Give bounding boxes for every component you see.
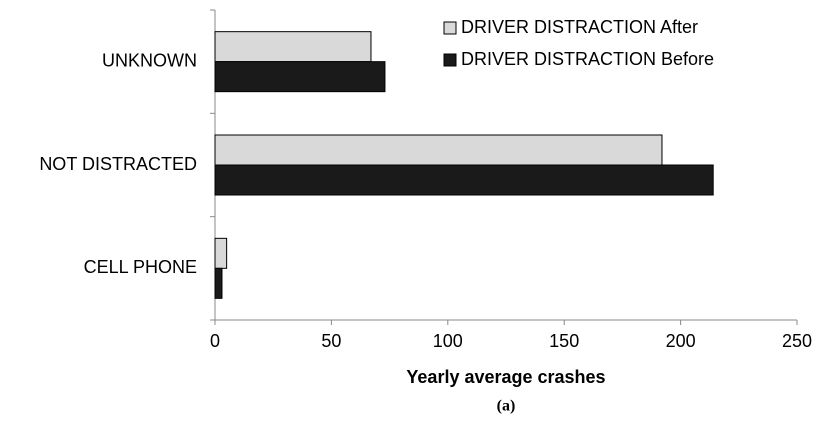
bar: [214, 237, 228, 269]
x-tick-label: 100: [433, 331, 463, 351]
caption: (a): [497, 398, 516, 415]
x-tick-label: 250: [782, 331, 812, 351]
y-tick-label: NOT DISTRACTED: [39, 154, 197, 174]
bar: [214, 61, 386, 93]
bar: [214, 267, 223, 299]
bar: [214, 134, 663, 166]
x-tick-label: 200: [666, 331, 696, 351]
legend-swatch: [443, 21, 457, 35]
legend-label: DRIVER DISTRACTION After: [461, 17, 698, 37]
legend-swatch: [443, 53, 457, 67]
y-tick-label: UNKNOWN: [102, 50, 197, 70]
bar: [214, 31, 372, 63]
bar: [214, 164, 714, 196]
y-tick-label: CELL PHONE: [84, 257, 197, 277]
x-axis-label: Yearly average crashes: [406, 367, 605, 387]
legend-label: DRIVER DISTRACTION Before: [461, 49, 714, 69]
x-tick-label: 150: [549, 331, 579, 351]
x-tick-label: 50: [321, 331, 341, 351]
x-tick-label: 0: [210, 331, 220, 351]
